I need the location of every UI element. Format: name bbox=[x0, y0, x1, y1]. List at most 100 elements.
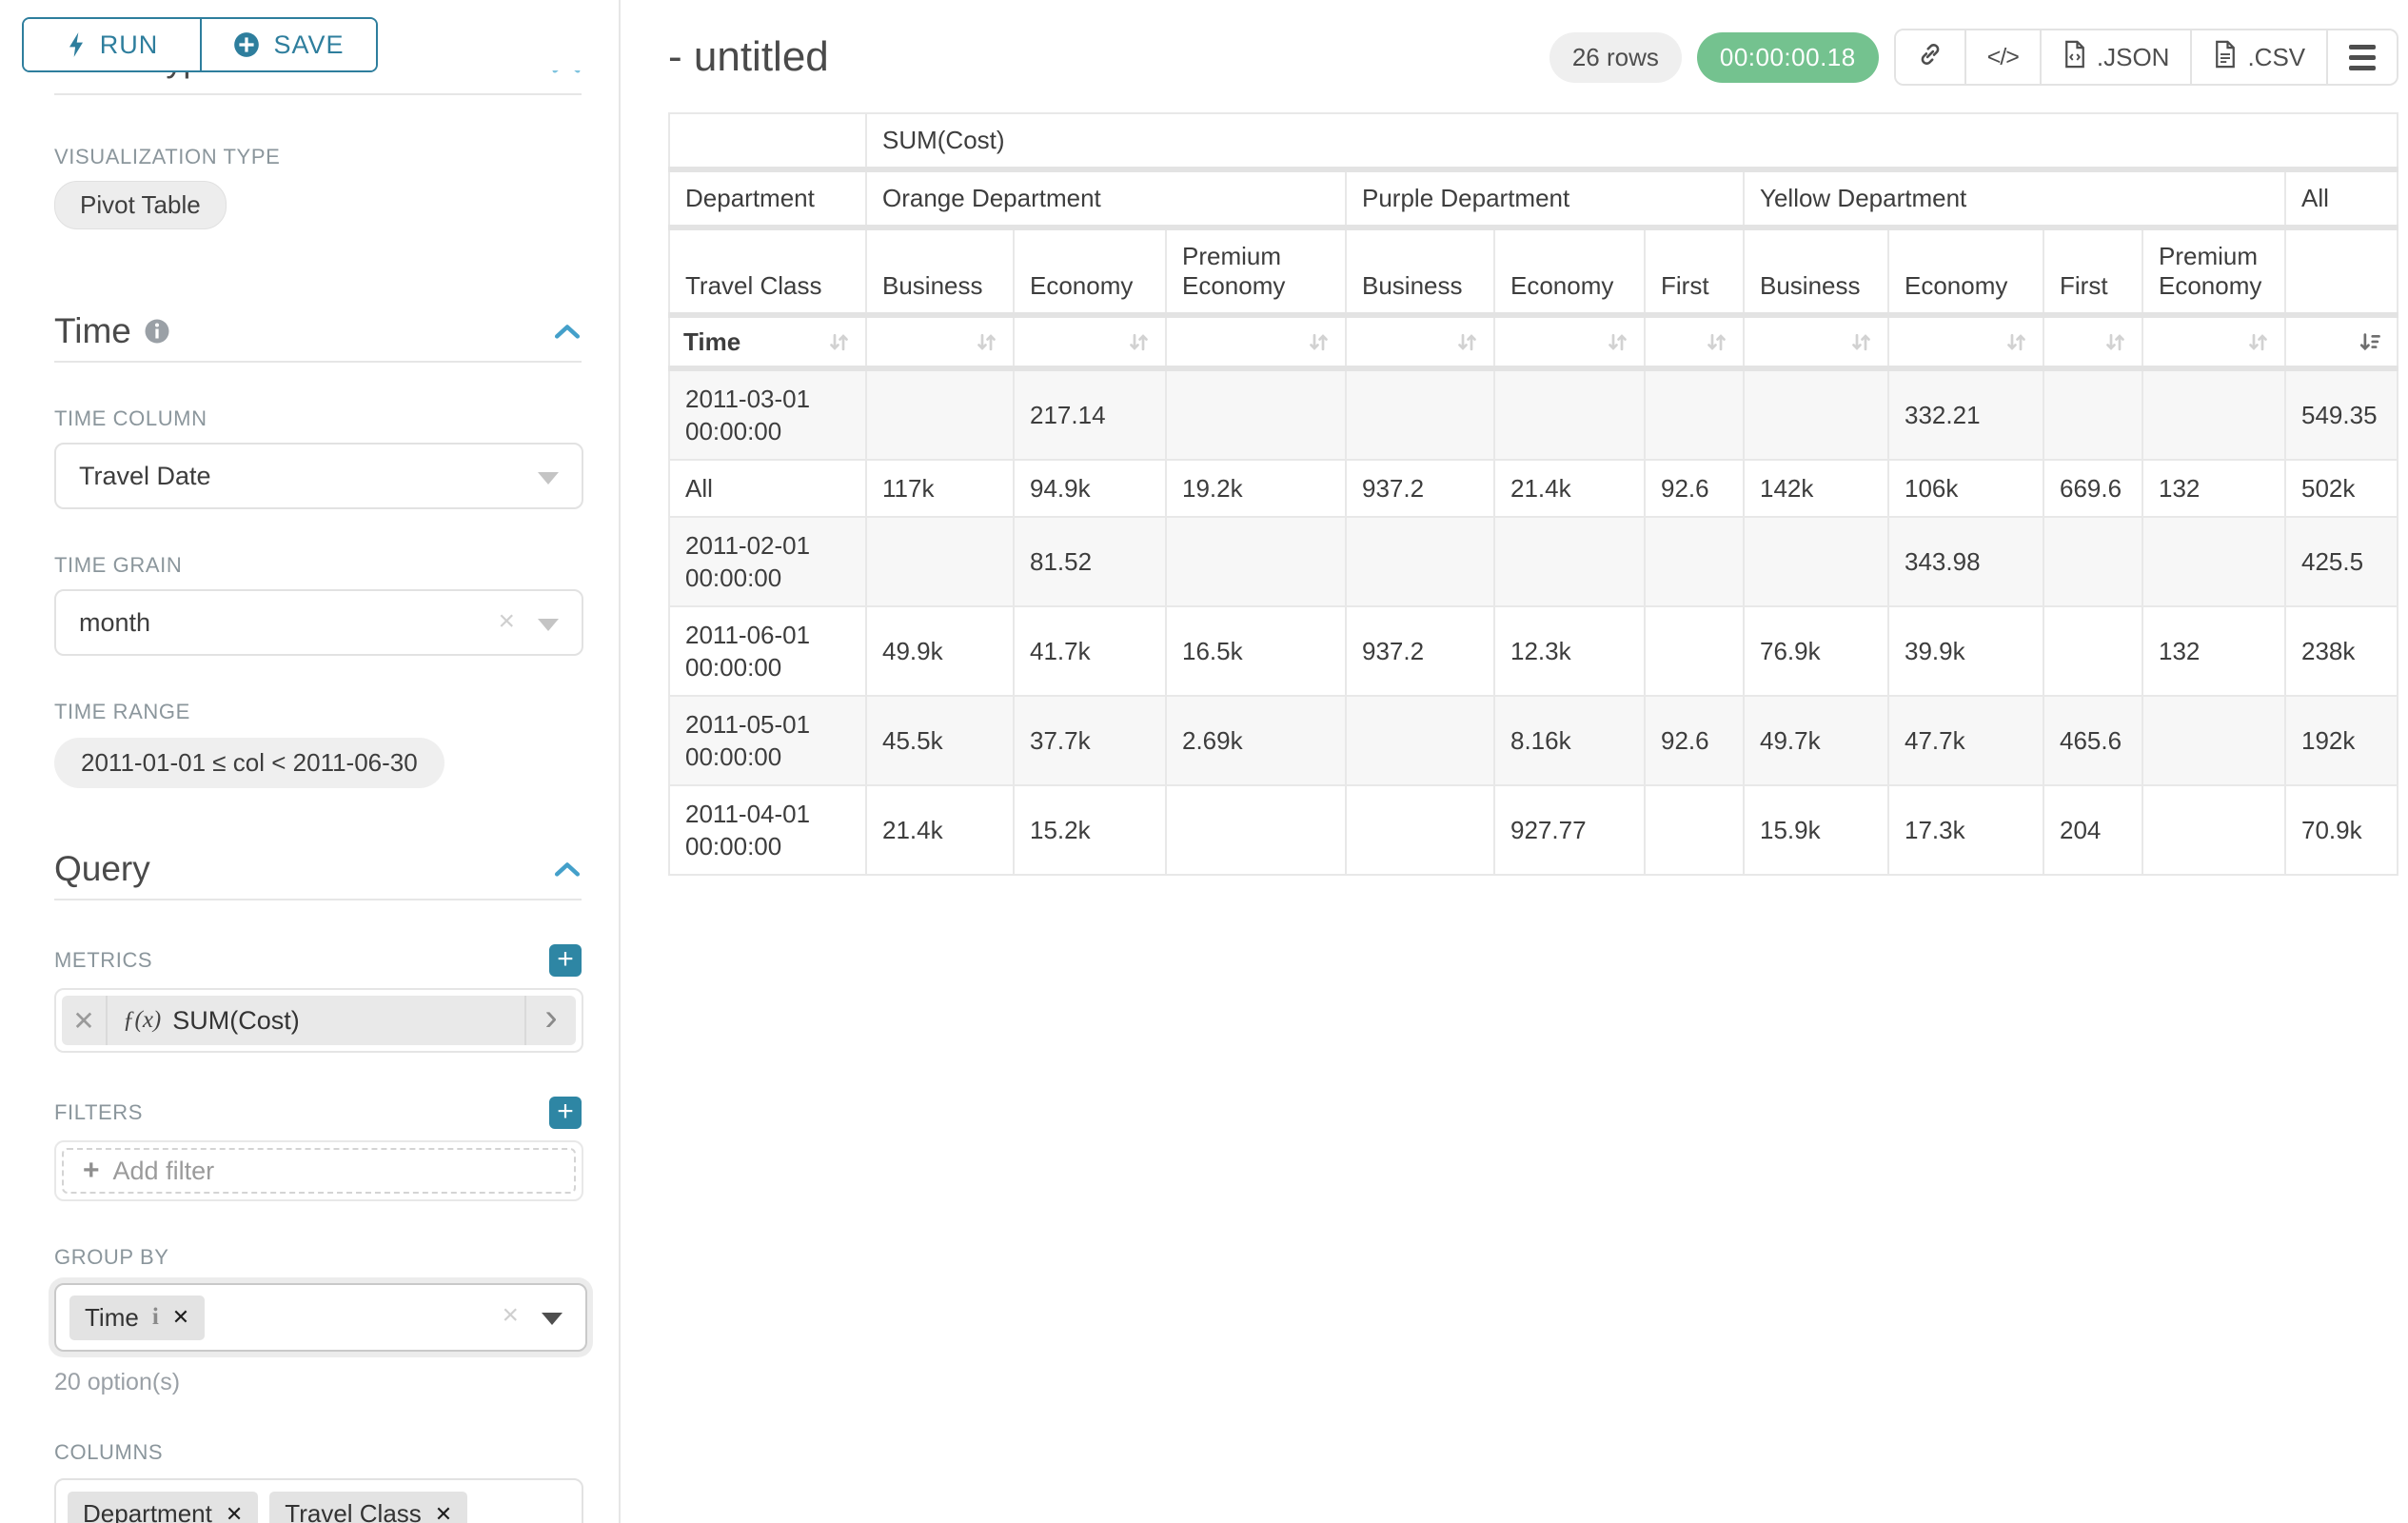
sort-icon[interactable] bbox=[974, 329, 999, 355]
pivot-cell bbox=[1345, 367, 1495, 461]
pivot-cell: 15.9k bbox=[1743, 784, 1889, 876]
sort-icon[interactable] bbox=[826, 329, 852, 355]
pivot-cell: 669.6 bbox=[2043, 459, 2143, 518]
add-filter-label: Add filter bbox=[112, 1156, 215, 1185]
travel-class-dim-label: Travel Class bbox=[668, 227, 867, 318]
caret-down-icon bbox=[542, 1313, 563, 1325]
divider bbox=[54, 93, 582, 95]
run-button[interactable]: RUN bbox=[24, 19, 200, 70]
caret-down-icon bbox=[538, 472, 559, 485]
pivot-row-header: All bbox=[668, 459, 867, 518]
sortable-column bbox=[2142, 314, 2286, 371]
remove-chip-icon[interactable]: ✕ bbox=[171, 1305, 190, 1329]
json-file-icon bbox=[2063, 40, 2087, 75]
sort-icon[interactable] bbox=[2245, 329, 2271, 355]
remove-chip-icon[interactable]: ✕ bbox=[225, 1501, 244, 1523]
sort-icon[interactable] bbox=[1454, 329, 1480, 355]
sortable-column bbox=[865, 314, 1015, 371]
export-csv-button[interactable]: .CSV bbox=[2190, 30, 2327, 84]
save-button[interactable]: SAVE bbox=[200, 19, 376, 70]
pivot-cell bbox=[1345, 784, 1495, 876]
bolt-icon bbox=[66, 31, 87, 58]
clear-icon[interactable]: × bbox=[502, 1299, 519, 1331]
pivot-row: 2011-06-01 00:00:00 49.9k 41.7k 16.5k 937.2 1… bbox=[668, 605, 2399, 697]
remove-chip-icon[interactable]: ✕ bbox=[434, 1501, 453, 1523]
query-section-header[interactable]: Query bbox=[54, 849, 582, 889]
pivot-cell: 502k bbox=[2283, 459, 2399, 518]
add-filter-plus-button[interactable]: + bbox=[549, 1097, 582, 1129]
pivot-cell: 19.2k bbox=[1165, 459, 1347, 518]
sort-icon[interactable] bbox=[1605, 329, 1630, 355]
time-range-pill[interactable]: 2011-01-01 ≤ col < 2011-06-30 bbox=[54, 738, 444, 788]
chevron-up-icon[interactable] bbox=[553, 323, 582, 340]
metric-pill[interactable]: ✕ ƒ(x) SUM(Cost) › bbox=[62, 996, 576, 1045]
sort-icon[interactable] bbox=[1126, 329, 1152, 355]
travel-class-header bbox=[2283, 227, 2399, 318]
chart-title[interactable]: - untitled bbox=[668, 33, 829, 80]
pivot-row: 2011-03-01 00:00:00 217.14 332.21 549.35 bbox=[668, 367, 2399, 461]
group-by-chip-time[interactable]: Time i ✕ bbox=[69, 1295, 206, 1340]
columns-chip-travel-class[interactable]: Travel Class ✕ bbox=[269, 1492, 468, 1523]
sort-icon[interactable] bbox=[1306, 329, 1332, 355]
more-options-button[interactable] bbox=[2326, 30, 2398, 84]
pivot-cell: 425.5 bbox=[2283, 516, 2399, 607]
pivot-row-header: 2011-06-01 00:00:00 bbox=[668, 605, 867, 697]
sortable-column bbox=[2043, 314, 2143, 371]
pivot-cell: 92.6 bbox=[1644, 459, 1745, 518]
pivot-cell: 204 bbox=[2043, 784, 2143, 876]
department-group-header: Yellow Department bbox=[1743, 168, 2286, 230]
add-metric-button[interactable]: + bbox=[549, 944, 582, 977]
sort-icon[interactable] bbox=[1848, 329, 1874, 355]
view-query-button[interactable]: </> bbox=[1964, 30, 2040, 84]
time-section-header[interactable]: Time bbox=[54, 311, 582, 351]
pivot-cell: 2.69k bbox=[1165, 695, 1347, 786]
sort-icon[interactable] bbox=[1704, 329, 1729, 355]
code-icon: </> bbox=[1986, 43, 2020, 70]
pivot-cell bbox=[1493, 516, 1646, 607]
sort-icon[interactable] bbox=[2102, 329, 2128, 355]
divider bbox=[54, 361, 582, 363]
remove-metric-icon[interactable]: ✕ bbox=[62, 996, 108, 1045]
pivot-cell: 8.16k bbox=[1493, 695, 1646, 786]
pivot-row-header: 2011-04-01 00:00:00 bbox=[668, 784, 867, 876]
pivot-cell: 15.2k bbox=[1013, 784, 1167, 876]
pivot-cell: 49.7k bbox=[1743, 695, 1889, 786]
time-grain-label: TIME GRAIN bbox=[54, 553, 183, 577]
pivot-cell bbox=[2043, 605, 2143, 697]
clear-icon[interactable]: × bbox=[498, 605, 515, 637]
visualization-type-pill[interactable]: Pivot Table bbox=[54, 181, 227, 229]
time-grain-select[interactable]: month × bbox=[54, 589, 583, 656]
time-column-select[interactable]: Travel Date bbox=[54, 443, 583, 509]
time-dim-header: Time bbox=[668, 314, 867, 371]
columns-label: COLUMNS bbox=[54, 1440, 164, 1464]
pivot-corner-cell bbox=[668, 112, 867, 172]
row-count-badge: 26 rows bbox=[1549, 31, 1682, 83]
metric-name: SUM(Cost) bbox=[172, 1005, 300, 1035]
group-by-select[interactable]: Time i ✕ × bbox=[54, 1283, 587, 1352]
travel-class-header: Premium Economy bbox=[1165, 227, 1347, 318]
sortable-column bbox=[1644, 314, 1745, 371]
columns-chip-department[interactable]: Department ✕ bbox=[68, 1492, 259, 1523]
pivot-cell: 142k bbox=[1743, 459, 1889, 518]
chevron-right-icon[interactable]: › bbox=[524, 996, 576, 1045]
plus-icon: + bbox=[83, 1155, 100, 1186]
pivot-cell: 81.52 bbox=[1013, 516, 1167, 607]
sort-icon[interactable] bbox=[2003, 329, 2029, 355]
pivot-cell: 21.4k bbox=[1493, 459, 1646, 518]
share-link-button[interactable] bbox=[1895, 30, 1964, 84]
pivot-cell bbox=[2142, 784, 2286, 876]
pivot-cell: 45.5k bbox=[865, 695, 1015, 786]
pivot-cell bbox=[1743, 367, 1889, 461]
columns-select[interactable]: Department ✕ Travel Class ✕ × bbox=[54, 1478, 583, 1523]
export-json-button[interactable]: .JSON bbox=[2039, 30, 2191, 84]
export-toolbar: </> .JSON .CSV bbox=[1893, 29, 2399, 86]
pivot-cell: 16.5k bbox=[1165, 605, 1347, 697]
sort-desc-icon[interactable] bbox=[2358, 329, 2383, 355]
pivot-cell bbox=[1165, 784, 1347, 876]
add-filter-button[interactable]: + Add filter bbox=[62, 1148, 576, 1194]
department-group-header: All bbox=[2283, 168, 2399, 230]
time-grain-value: month bbox=[79, 607, 151, 637]
chip-label: Travel Class bbox=[285, 1499, 422, 1523]
travel-class-header: Economy bbox=[1013, 227, 1167, 318]
chevron-up-icon[interactable] bbox=[553, 860, 582, 878]
